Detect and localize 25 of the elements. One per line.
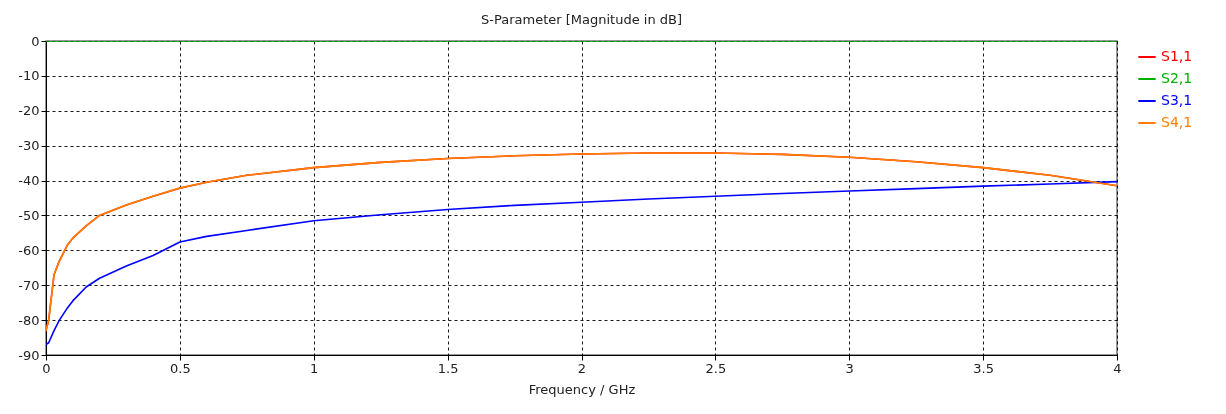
x-tick-label: 0: [42, 360, 51, 376]
y-tick-label: -80: [18, 312, 40, 328]
x-tick-label: 1: [310, 360, 319, 376]
y-tick-label: -20: [18, 103, 40, 119]
legend-label: S3,1: [1161, 92, 1193, 108]
y-tick-label: -40: [18, 173, 40, 189]
x-tick-label: 3: [845, 360, 854, 376]
x-tick-label: 4: [1113, 360, 1122, 376]
y-tick-label: -50: [18, 207, 40, 223]
y-tick-label: -60: [18, 242, 40, 258]
x-tick-label: 1.5: [437, 360, 459, 376]
x-axis-title: Frequency / GHz: [528, 381, 636, 397]
legend-label: S4,1: [1161, 114, 1193, 130]
y-tick-label: -70: [18, 277, 40, 293]
y-tick-label: -90: [18, 347, 40, 363]
x-tick-label: 3.5: [973, 360, 994, 376]
y-tick-label: -30: [18, 138, 40, 154]
y-tick-label: -10: [18, 68, 40, 84]
x-tick-label: 0.5: [170, 360, 191, 376]
legend-label: S2,1: [1161, 70, 1193, 86]
chart-title: S-Parameter [Magnitude in dB]: [480, 12, 683, 27]
x-tick-label: 2.5: [705, 360, 727, 376]
legend-label: S1,1: [1161, 48, 1193, 64]
y-tick-label: 0: [31, 33, 40, 49]
x-tick-label: 2: [577, 360, 587, 376]
